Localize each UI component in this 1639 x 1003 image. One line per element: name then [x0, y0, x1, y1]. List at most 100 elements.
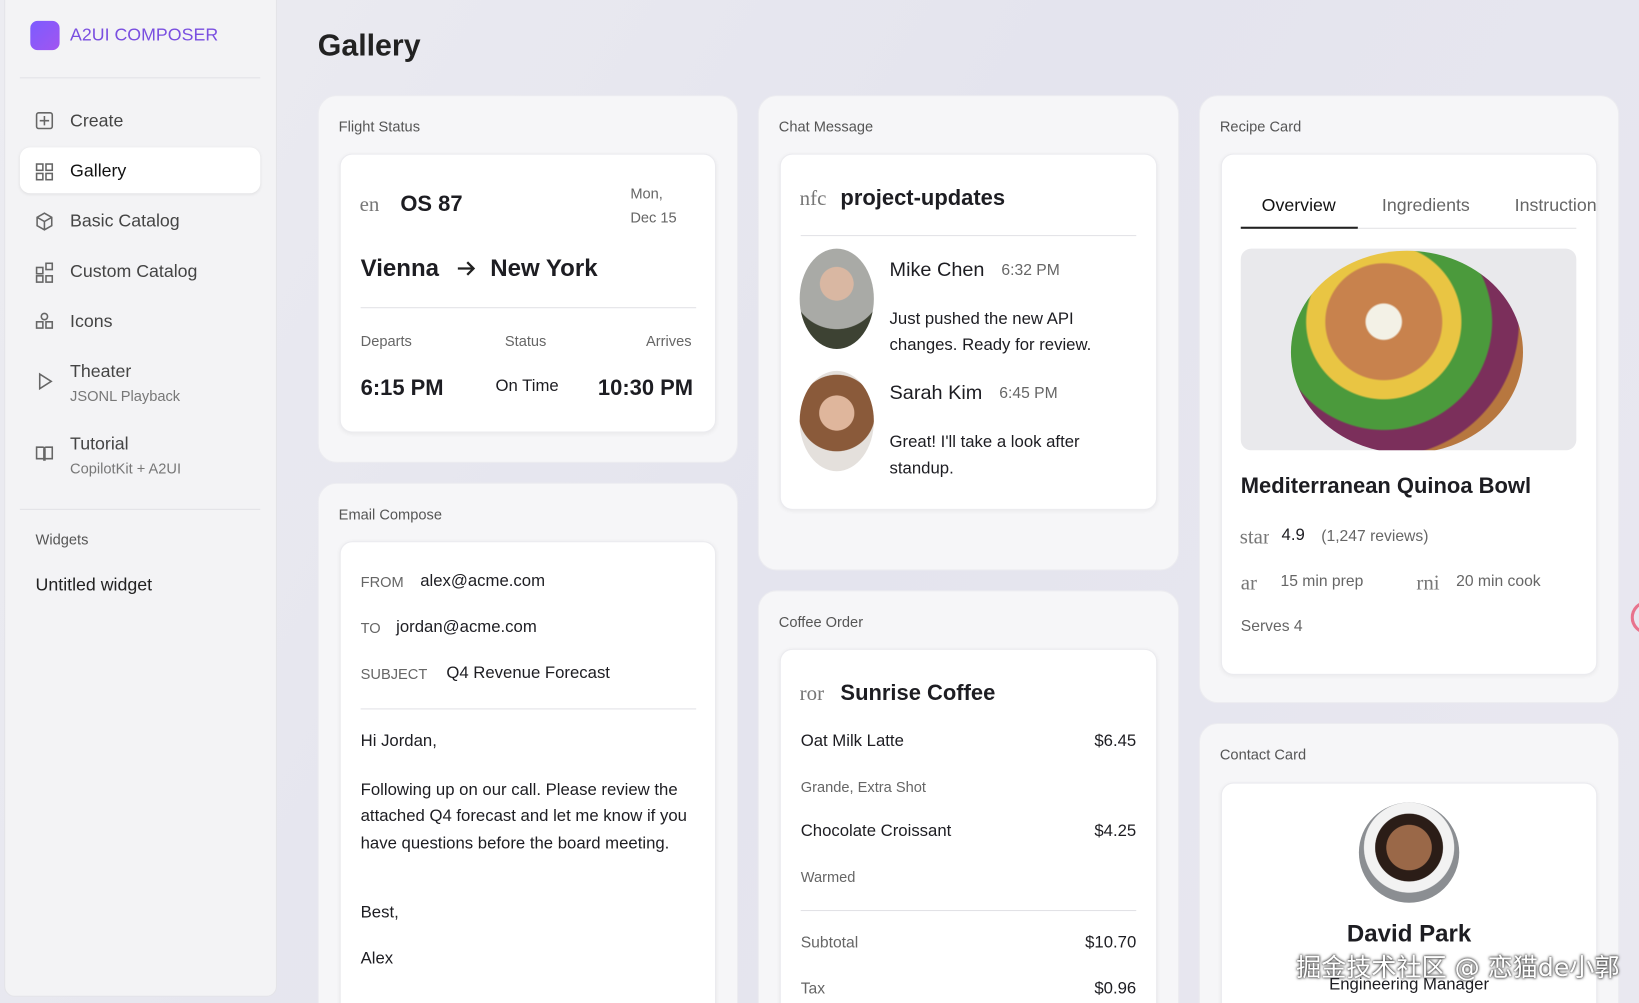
field-label: Arrives	[645, 332, 692, 349]
page-title: Gallery	[317, 29, 421, 63]
nav-item[interactable]: Icons	[70, 311, 113, 332]
decoration	[35, 172, 44, 181]
flight-number: OS 87	[400, 192, 463, 217]
card-label: Recipe Card	[1219, 118, 1302, 135]
field-label: TO	[360, 619, 381, 637]
decoration	[35, 163, 44, 172]
decoration	[35, 321, 44, 329]
decoration	[45, 262, 54, 271]
decoration	[40, 312, 49, 321]
item-name: Chocolate Croissant	[800, 822, 952, 841]
decoration	[35, 266, 44, 275]
decoration	[45, 275, 54, 283]
card-label: Coffee Order	[778, 613, 864, 631]
signature: Alex	[360, 949, 394, 968]
decoration	[38, 372, 53, 391]
icon-text: en	[359, 193, 380, 217]
reviews: (1,247 reviews)	[1321, 527, 1429, 546]
field-value: jordan@acme.com	[396, 618, 537, 637]
section-title: Widgets	[35, 530, 89, 548]
total-label: Tax	[800, 980, 826, 998]
decoration	[457, 261, 476, 276]
active-nav-bg	[19, 147, 261, 194]
divider	[19, 77, 261, 79]
time: 6:32 PM	[1001, 261, 1060, 279]
icon-text: nfc	[799, 187, 827, 211]
contact-role: Engineering Manager	[1329, 975, 1490, 994]
destination: New York	[490, 253, 598, 282]
field-label: Status	[504, 332, 547, 349]
nav-item[interactable]: Tutorial	[70, 433, 129, 454]
decoration	[35, 275, 44, 283]
watermark: 掘金技术社区 @ 恋猫de小郭	[1296, 952, 1620, 983]
divider	[19, 508, 261, 510]
field-label: FROM	[360, 573, 404, 591]
total-value: $10.70	[1085, 934, 1137, 952]
avatar	[799, 370, 874, 472]
item-price: $4.25	[1094, 822, 1137, 841]
decoration	[35, 446, 54, 461]
prep: 15 min prep	[1280, 572, 1364, 591]
recipe-image	[1240, 248, 1577, 451]
decoration	[36, 212, 53, 231]
card-label: Chat Message	[778, 118, 874, 135]
icon-text: star	[1239, 525, 1269, 549]
item-price: $6.45	[1094, 732, 1137, 751]
channel: project-updates	[840, 185, 1006, 211]
field-value: Q4 Revenue Forecast	[446, 664, 610, 683]
item-name: Oat Milk Latte	[800, 732, 904, 751]
cook: 20 min cook	[1456, 572, 1541, 591]
email-inner	[339, 541, 717, 1003]
brand: A2UI COMPOSER	[70, 25, 219, 45]
origin: Vienna	[360, 253, 440, 282]
greeting: Hi Jordan,	[360, 732, 437, 751]
arrow	[457, 261, 476, 276]
decoration	[45, 321, 54, 329]
body: Following up on our call. Please review …	[360, 781, 687, 853]
divider	[800, 235, 1137, 237]
nav-item[interactable]: Basic Catalog	[70, 211, 180, 231]
icon-text: rni	[1416, 571, 1440, 595]
date: Dec 15	[630, 208, 677, 226]
closing: Best,	[360, 903, 399, 922]
brand-logo	[30, 20, 60, 51]
sender: Sarah Kim	[889, 382, 983, 405]
divider	[800, 910, 1137, 912]
shop: Sunrise Coffee	[840, 681, 996, 706]
date: Mon,	[630, 184, 663, 202]
message: Great! I'll take a look after standup.	[889, 433, 1080, 478]
nav-item[interactable]: Custom Catalog	[70, 261, 198, 282]
widget-item[interactable]: Untitled widget	[35, 574, 153, 595]
decoration	[1290, 250, 1524, 451]
nav-item[interactable]: Create	[70, 110, 124, 131]
contact-name: David Park	[1346, 919, 1472, 947]
departure-time: 6:15 PM	[360, 376, 444, 401]
field-label: SUBJECT	[360, 665, 428, 683]
field-value: alex@acme.com	[420, 572, 546, 591]
tab-border	[1357, 227, 1577, 229]
time: 6:45 PM	[999, 384, 1058, 403]
total-value: $0.96	[1094, 980, 1137, 998]
icon-text: ror	[799, 682, 825, 706]
nav-item[interactable]: Theater	[70, 361, 132, 382]
tab[interactable]: Instructions	[1514, 195, 1598, 216]
nav-item[interactable]: Gallery	[70, 160, 127, 181]
decoration	[45, 172, 54, 181]
tab[interactable]: Ingredients	[1381, 195, 1470, 216]
arrival-time: 10:30 PM	[597, 376, 694, 401]
icon-text: ar	[1240, 571, 1258, 595]
nav-sub: CopilotKit + A2UI	[70, 459, 182, 477]
serves: Serves 4	[1240, 617, 1303, 636]
status: On Time	[495, 377, 559, 395]
sender: Mike Chen	[889, 259, 985, 282]
card-label: Flight Status	[338, 118, 421, 135]
divider	[360, 307, 697, 309]
scroll-handle	[1630, 600, 1639, 635]
contact-avatar	[1358, 802, 1460, 903]
nav-sub: JSONL Playback	[70, 387, 181, 405]
item-note: Warmed	[800, 868, 856, 885]
tab[interactable]: Overview	[1261, 195, 1336, 216]
card-label: Email Compose	[338, 505, 442, 523]
tab-indicator	[1240, 226, 1358, 229]
